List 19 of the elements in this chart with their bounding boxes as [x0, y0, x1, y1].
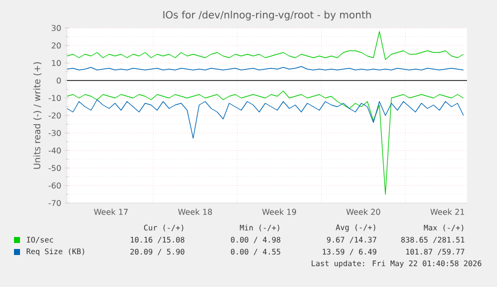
x-tick-label: Week 17 [94, 208, 128, 215]
y-tick-label: -10 [48, 94, 61, 102]
y-tick-label: 30 [52, 24, 61, 32]
line-series [67, 90, 464, 195]
y-tick-label: -20 [48, 112, 61, 119]
y-tick-label: -70 [48, 200, 61, 206]
y-tick-label: -60 [48, 182, 61, 189]
chart-title: IOs for /dev/nlnog-ring-vg/root - by month [163, 10, 371, 20]
y-tick-label: -50 [48, 164, 61, 172]
x-tick-label: Week 21 [430, 208, 464, 215]
x-tick-label: Week 19 [262, 208, 296, 215]
x-tick-label: Week 18 [178, 208, 212, 215]
y-tick-label: 10 [52, 60, 61, 66]
y-tick-label: 20 [52, 42, 61, 49]
y-tick-label: -30 [48, 130, 61, 136]
x-tick-label: Week 20 [346, 208, 380, 215]
y-tick-label: 0 [56, 77, 61, 84]
y-tick-label: -40 [48, 147, 61, 154]
y-axis-title: Units read (-) / write (+) [33, 62, 42, 169]
